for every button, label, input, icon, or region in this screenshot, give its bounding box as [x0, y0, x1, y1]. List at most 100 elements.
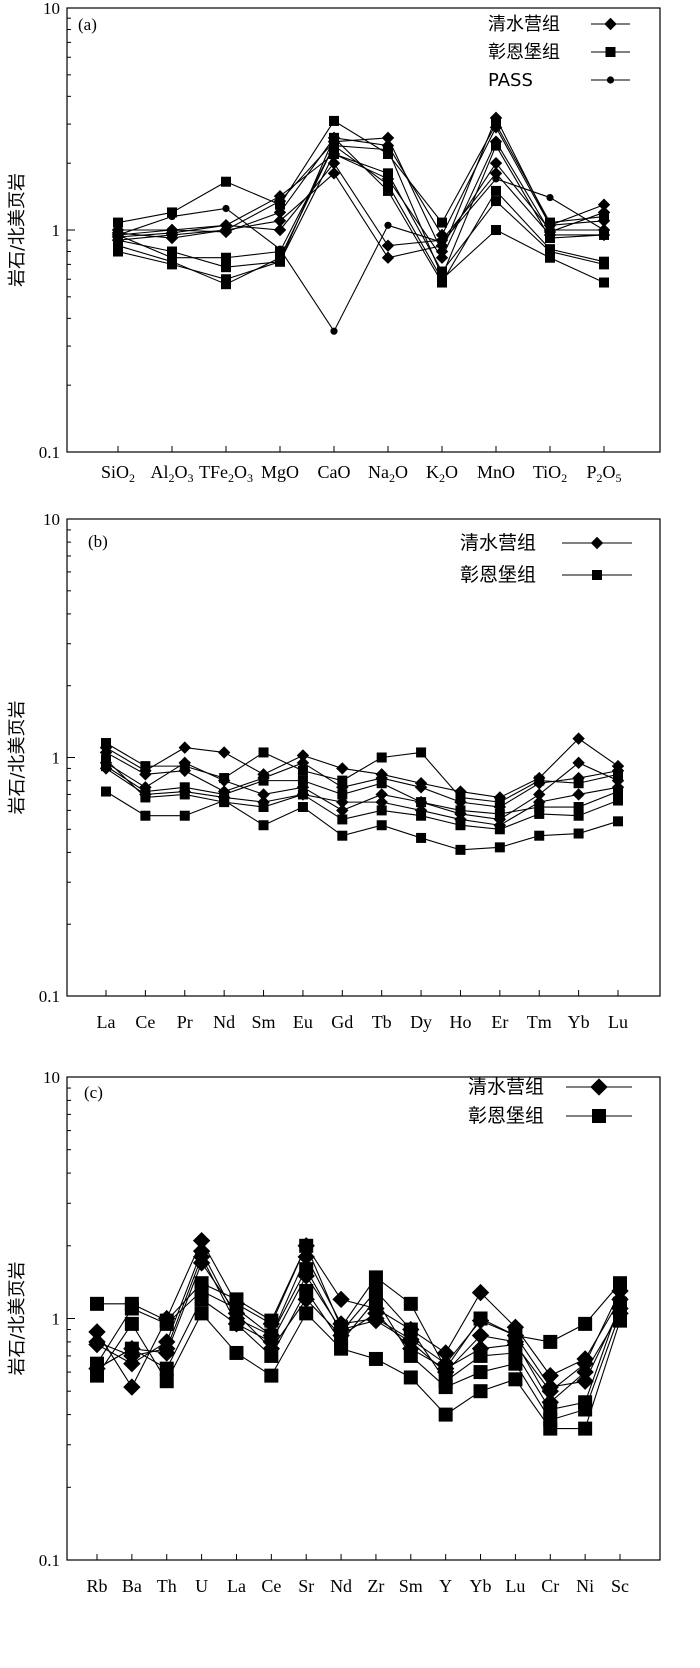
data-point-square	[573, 778, 584, 789]
data-point-square	[473, 1348, 488, 1363]
x-tick-label: Tb	[372, 1012, 392, 1032]
chart-panel-1: 0.1 1 10 岩石/北美页岩 (b) La Ce Pr Nd Sm Eu Gd Tb Dy Ho Er Tm…	[7, 510, 661, 1032]
data-point-square	[264, 1348, 279, 1363]
data-point-square	[455, 820, 466, 831]
data-point-square	[534, 830, 545, 841]
data-point-square	[403, 1322, 418, 1337]
y-axis-label: 岩石/北美页岩	[7, 700, 28, 814]
x-tick-label: Sm	[399, 1576, 423, 1596]
data-point-square	[416, 747, 427, 758]
x-tick-label: U	[195, 1576, 208, 1596]
data-point-square	[179, 782, 190, 793]
y-tick-label: 1	[52, 221, 61, 240]
x-tick-label: La	[227, 1576, 246, 1596]
data-point-diamond	[541, 1366, 559, 1385]
x-tick-label: Sm	[252, 1012, 276, 1032]
data-point-square	[329, 148, 339, 159]
data-point-square	[599, 211, 609, 222]
data-point-square	[101, 738, 111, 749]
data-point-diamond	[541, 1382, 559, 1400]
data-point-square	[578, 1316, 593, 1331]
data-point-diamond	[381, 239, 395, 252]
data-point-square	[264, 1313, 279, 1328]
data-point-square	[140, 792, 151, 803]
y-tick-label: 10	[43, 0, 60, 18]
data-point-square	[101, 786, 111, 797]
data-point-square	[491, 185, 501, 196]
series-line	[96, 1249, 621, 1388]
data-point-diamond	[471, 1326, 490, 1345]
data-point-square	[229, 1316, 244, 1331]
data-point-square	[599, 229, 609, 240]
data-point-square	[264, 1328, 279, 1343]
data-point-square	[473, 1365, 488, 1380]
x-tick-label: Lu	[505, 1576, 525, 1596]
x-tick-label: Yb	[470, 1576, 492, 1596]
series-line	[117, 126, 605, 237]
data-point-square	[140, 810, 151, 821]
data-point-square	[124, 1316, 139, 1331]
data-point-diamond	[572, 788, 585, 801]
data-point-square	[337, 814, 348, 825]
data-point-square	[299, 1238, 314, 1253]
data-point-square	[599, 259, 609, 270]
data-point-square	[219, 789, 230, 800]
data-point-circle	[330, 327, 338, 335]
data-point-diamond	[273, 214, 287, 228]
x-tick-label: CaO	[318, 462, 351, 482]
data-point-square	[179, 810, 190, 821]
series-line	[96, 1289, 621, 1421]
data-point-diamond	[375, 788, 388, 801]
data-point-square	[437, 274, 447, 285]
series-9	[113, 148, 609, 277]
data-point-square	[297, 802, 308, 813]
legend-label: 彰恩堡组	[468, 1105, 544, 1127]
data-point-square	[101, 761, 111, 772]
x-tick-label: Sc	[611, 1576, 629, 1596]
data-point-square	[275, 199, 285, 210]
data-point-square	[219, 773, 230, 784]
data-point-square	[124, 1301, 139, 1316]
series-line	[117, 116, 605, 253]
data-point-square	[299, 1283, 314, 1298]
data-point-square	[416, 832, 427, 843]
data-point-diamond	[336, 762, 349, 775]
data-point-diamond	[381, 131, 395, 145]
data-point-diamond	[381, 251, 395, 264]
data-point-square	[403, 1348, 418, 1363]
data-point-square	[491, 140, 501, 151]
data-point-square	[334, 1324, 349, 1339]
series-7	[101, 754, 623, 835]
chart-panel-2: 0.1 1 10 岩石/北美页岩 (c) Rb Ba Th U La Ce Sr Nd Zr Sm Y Yb Lu…	[7, 1068, 661, 1596]
data-point-circle	[546, 193, 554, 202]
data-point-square	[221, 279, 231, 290]
data-point-square	[403, 1370, 418, 1385]
series-line	[105, 765, 619, 815]
x-tick-label: Pr	[177, 1012, 193, 1032]
data-point-diamond	[489, 156, 503, 170]
series-6	[101, 761, 623, 819]
data-point-diamond	[597, 198, 611, 211]
data-point-square	[229, 1301, 244, 1316]
data-point-square	[159, 1316, 174, 1331]
data-point-square	[494, 808, 505, 819]
legend-marker-diamond	[604, 17, 617, 31]
data-point-square	[438, 1374, 453, 1389]
data-point-square	[578, 1395, 593, 1410]
data-point-circle	[168, 212, 176, 221]
data-point-square	[383, 168, 393, 179]
data-point-square	[179, 789, 190, 800]
data-point-square	[299, 1262, 314, 1277]
series-line	[118, 162, 604, 247]
data-point-square	[113, 235, 123, 246]
x-tick-label: Nd	[330, 1576, 352, 1596]
x-tick-label: Nd	[213, 1012, 235, 1032]
data-point-square	[337, 789, 348, 800]
data-point-square	[376, 820, 387, 831]
series-5	[101, 786, 623, 855]
data-point-square	[416, 810, 427, 821]
x-tick-label: P2O5	[586, 462, 621, 485]
data-point-square	[140, 761, 151, 772]
